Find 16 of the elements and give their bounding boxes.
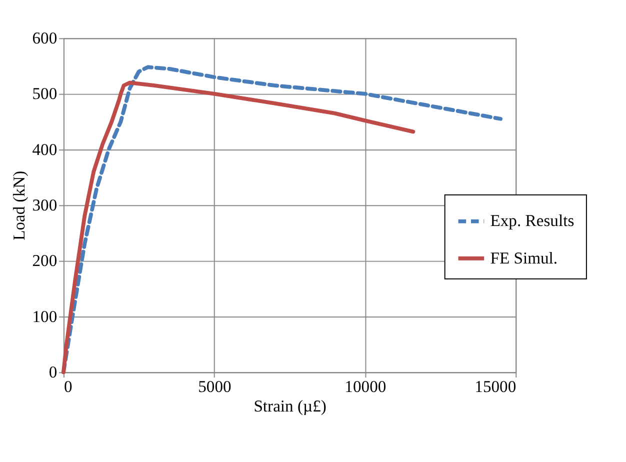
line-series xyxy=(62,80,416,374)
legend-label: FE Simul. xyxy=(490,248,558,268)
x-tick-label: 0 xyxy=(64,377,72,396)
x-axis-title: Strain (µ£) xyxy=(254,396,326,416)
y-tick-label: 500 xyxy=(32,84,58,104)
x-tick-label: 5000 xyxy=(198,377,232,396)
x-tick-label: 15000 xyxy=(474,377,516,396)
x-tick-label: 10000 xyxy=(344,377,386,396)
y-tick-label: 0 xyxy=(48,362,58,382)
y-axis-title: Load (kN) xyxy=(9,170,28,240)
y-tick-label: 300 xyxy=(32,196,58,215)
legend-label: Exp. Results xyxy=(490,211,574,230)
y-tick-label: 100 xyxy=(32,306,58,326)
y-tick-label: 200 xyxy=(32,251,58,270)
y-tick-label: 600 xyxy=(32,28,58,48)
y-tick-label: 400 xyxy=(32,140,58,159)
